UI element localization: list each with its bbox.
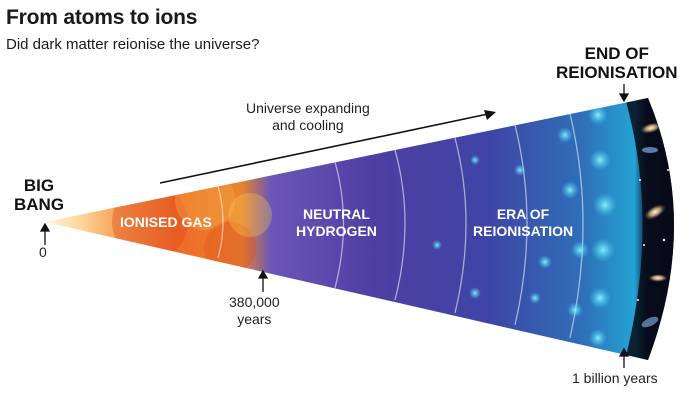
expansion-arrow bbox=[159, 113, 489, 184]
end-of-reionisation-label: END OF REIONISATION bbox=[556, 44, 678, 82]
cone-body bbox=[45, 98, 674, 360]
page-title: From atoms to ions bbox=[6, 6, 198, 29]
page-subtitle: Did dark matter reionise the universe? bbox=[6, 36, 260, 53]
ionised-gas-label: IONISED GAS bbox=[120, 214, 212, 230]
neutral-hydrogen-label: NEUTRAL HYDROGEN bbox=[296, 206, 377, 239]
timeline-markers bbox=[39, 84, 630, 368]
cone-texture bbox=[112, 98, 674, 360]
marker-380000-years-label: 380,000 years bbox=[229, 294, 280, 327]
expansion-arrow-head bbox=[484, 110, 496, 120]
marker-1-billion-years-label: 1 billion years bbox=[572, 370, 658, 386]
expansion-label: Universe expanding and cooling bbox=[246, 100, 370, 133]
big-bang-label: BIG BANG bbox=[14, 176, 65, 214]
marker-zero-label: 0 bbox=[39, 244, 47, 260]
era-of-reionisation-label: ERA OF REIONISATION bbox=[473, 206, 574, 239]
